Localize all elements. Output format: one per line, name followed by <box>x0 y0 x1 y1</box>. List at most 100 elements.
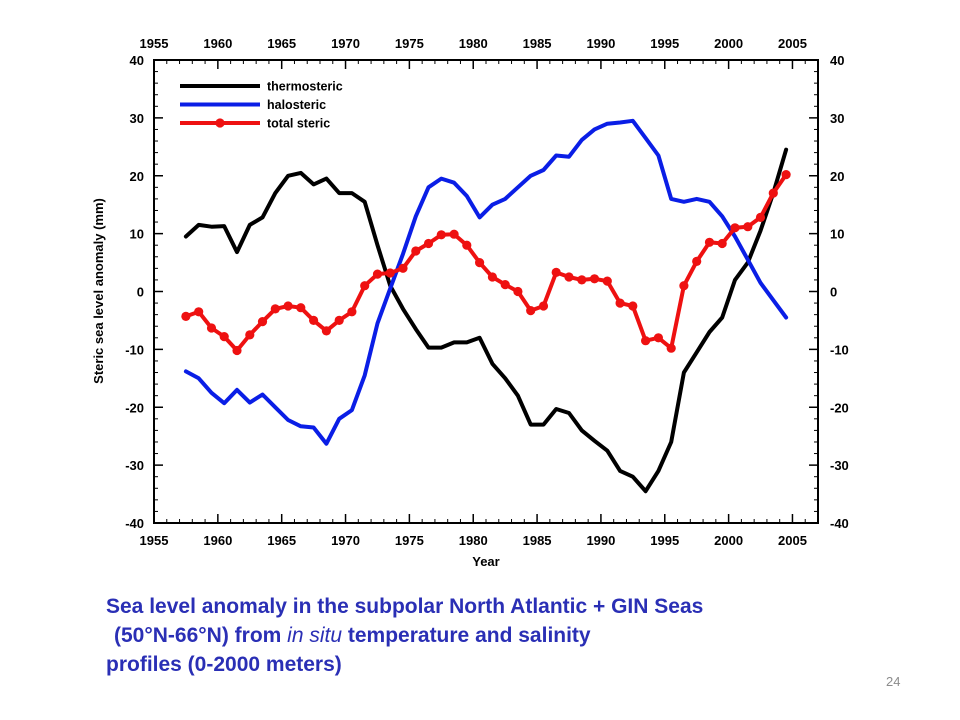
y-tick-label-right: -10 <box>830 342 849 357</box>
x-tick-label-bottom: 1960 <box>203 533 232 548</box>
total-steric-point <box>615 298 625 308</box>
caption-line-2-start: (50°N-66°N) from <box>114 624 288 647</box>
total-steric-point <box>206 323 217 333</box>
x-tick-label-bottom: 2005 <box>778 533 807 548</box>
x-tick-label-top: 1970 <box>331 36 360 51</box>
total-steric-point <box>526 306 536 316</box>
total-steric-point <box>513 286 523 297</box>
total-steric-point <box>347 307 357 317</box>
x-tick-label-bottom: 1985 <box>523 533 552 548</box>
x-tick-label-top: 2000 <box>714 36 743 51</box>
x-tick-label-bottom: 1955 <box>140 533 169 548</box>
x-axis-title: Year <box>472 554 499 569</box>
y-tick-label-left: -10 <box>125 342 144 357</box>
total-steric-point <box>538 301 549 311</box>
legend-label: thermosteric <box>267 80 343 94</box>
x-tick-label-bottom: 1975 <box>395 533 424 548</box>
x-tick-label-bottom: 1980 <box>459 533 488 548</box>
y-tick-label-left: 20 <box>130 169 144 184</box>
x-tick-label-bottom: 1990 <box>586 533 615 548</box>
total-steric-point <box>257 317 268 327</box>
total-steric-point <box>232 345 242 356</box>
legend-marker <box>215 118 225 128</box>
total-steric-point <box>487 272 497 282</box>
x-tick-label-bottom: 2000 <box>714 533 743 548</box>
y-tick-label-left: 40 <box>130 53 144 68</box>
total-steric-point <box>398 263 408 273</box>
x-tick-label-top: 1955 <box>140 36 169 51</box>
series-line-halosteric <box>183 118 789 446</box>
total-steric-point <box>423 238 434 249</box>
caption-line-1: Sea level anomaly in the subpolar North … <box>106 595 704 618</box>
x-tick-label-top: 2005 <box>778 36 807 51</box>
axis-tick-labels: 1955 1955 1960 1960 1965 1965 1970 1970 1975 1975… <box>125 36 849 548</box>
total-steric-point <box>334 315 344 325</box>
x-tick-label-top: 1975 <box>395 36 424 51</box>
total-steric-point <box>730 223 740 233</box>
total-steric-point <box>768 188 778 198</box>
total-steric-point <box>411 246 421 256</box>
y-tick-label-right: -20 <box>830 400 849 415</box>
total-steric-point <box>589 274 600 284</box>
legend-label: total steric <box>267 117 330 131</box>
y-tick-label-left: -30 <box>125 458 144 473</box>
caption-line-3: profiles (0-2000 meters) <box>106 653 342 676</box>
total-steric-point <box>679 281 689 291</box>
total-steric-point <box>385 268 395 278</box>
total-steric-point <box>194 307 204 317</box>
total-steric-point <box>449 229 459 239</box>
x-tick-label-top: 1960 <box>203 36 232 51</box>
y-tick-label-right: 30 <box>830 111 844 126</box>
total-steric-point <box>666 343 676 353</box>
legend: thermosteric halosteric total steric <box>180 80 343 131</box>
y-tick-label-right: -30 <box>830 458 849 473</box>
total-steric-point <box>475 258 485 268</box>
total-steric-point <box>641 336 651 346</box>
total-steric-point <box>653 333 664 343</box>
total-steric-point <box>704 237 715 247</box>
total-steric-point <box>628 301 638 311</box>
total-steric-point <box>283 301 293 311</box>
y-tick-label-left: 30 <box>130 111 144 126</box>
y-tick-label-left: 0 <box>137 285 144 300</box>
total-steric-point <box>755 212 766 222</box>
figure-caption: Sea level anomaly in the subpolar North … <box>106 592 826 679</box>
y-tick-label-right: 0 <box>830 285 837 300</box>
total-steric-point <box>462 240 472 250</box>
page-number: 24 <box>886 674 901 689</box>
series-lines <box>181 118 791 494</box>
series-line-thermosteric <box>183 147 789 494</box>
total-steric-point <box>602 276 612 286</box>
y-tick-label-left: -20 <box>125 400 144 415</box>
caption-line-2: (50°N-66°N) from in situ temperature and… <box>106 621 826 650</box>
total-steric-point <box>436 230 446 240</box>
total-steric-point <box>577 275 587 285</box>
total-steric-point <box>372 269 383 279</box>
total-steric-point <box>564 272 574 282</box>
x-tick-label-top: 1985 <box>523 36 552 51</box>
total-steric-point <box>360 281 370 291</box>
y-tick-label-right: 20 <box>830 169 844 184</box>
caption-in-situ: in situ <box>287 624 343 647</box>
y-tick-label-right: -40 <box>830 516 849 531</box>
x-tick-label-bottom: 1965 <box>267 533 296 548</box>
total-steric-point <box>309 315 319 325</box>
caption-line-2-end: temperature and salinity <box>342 624 591 647</box>
total-steric-point <box>692 256 702 266</box>
x-tick-label-top: 1995 <box>650 36 679 51</box>
total-steric-point <box>717 238 727 249</box>
steric-sea-level-chart: thermosteric halosteric total steric 1955 1… <box>91 36 849 569</box>
y-tick-label-right: 10 <box>830 227 844 242</box>
total-steric-point <box>743 222 753 232</box>
legend-label: halosteric <box>267 98 326 112</box>
total-steric-point <box>321 326 331 336</box>
total-steric-point <box>181 311 191 321</box>
total-steric-point <box>551 267 561 277</box>
x-tick-label-bottom: 1995 <box>650 533 679 548</box>
y-tick-label-left: -40 <box>125 516 144 531</box>
y-tick-label-left: 10 <box>130 227 144 242</box>
total-steric-point <box>296 303 306 313</box>
x-tick-label-bottom: 1970 <box>331 533 360 548</box>
axis-ticks <box>153 59 819 524</box>
y-tick-label-right: 40 <box>830 53 844 68</box>
